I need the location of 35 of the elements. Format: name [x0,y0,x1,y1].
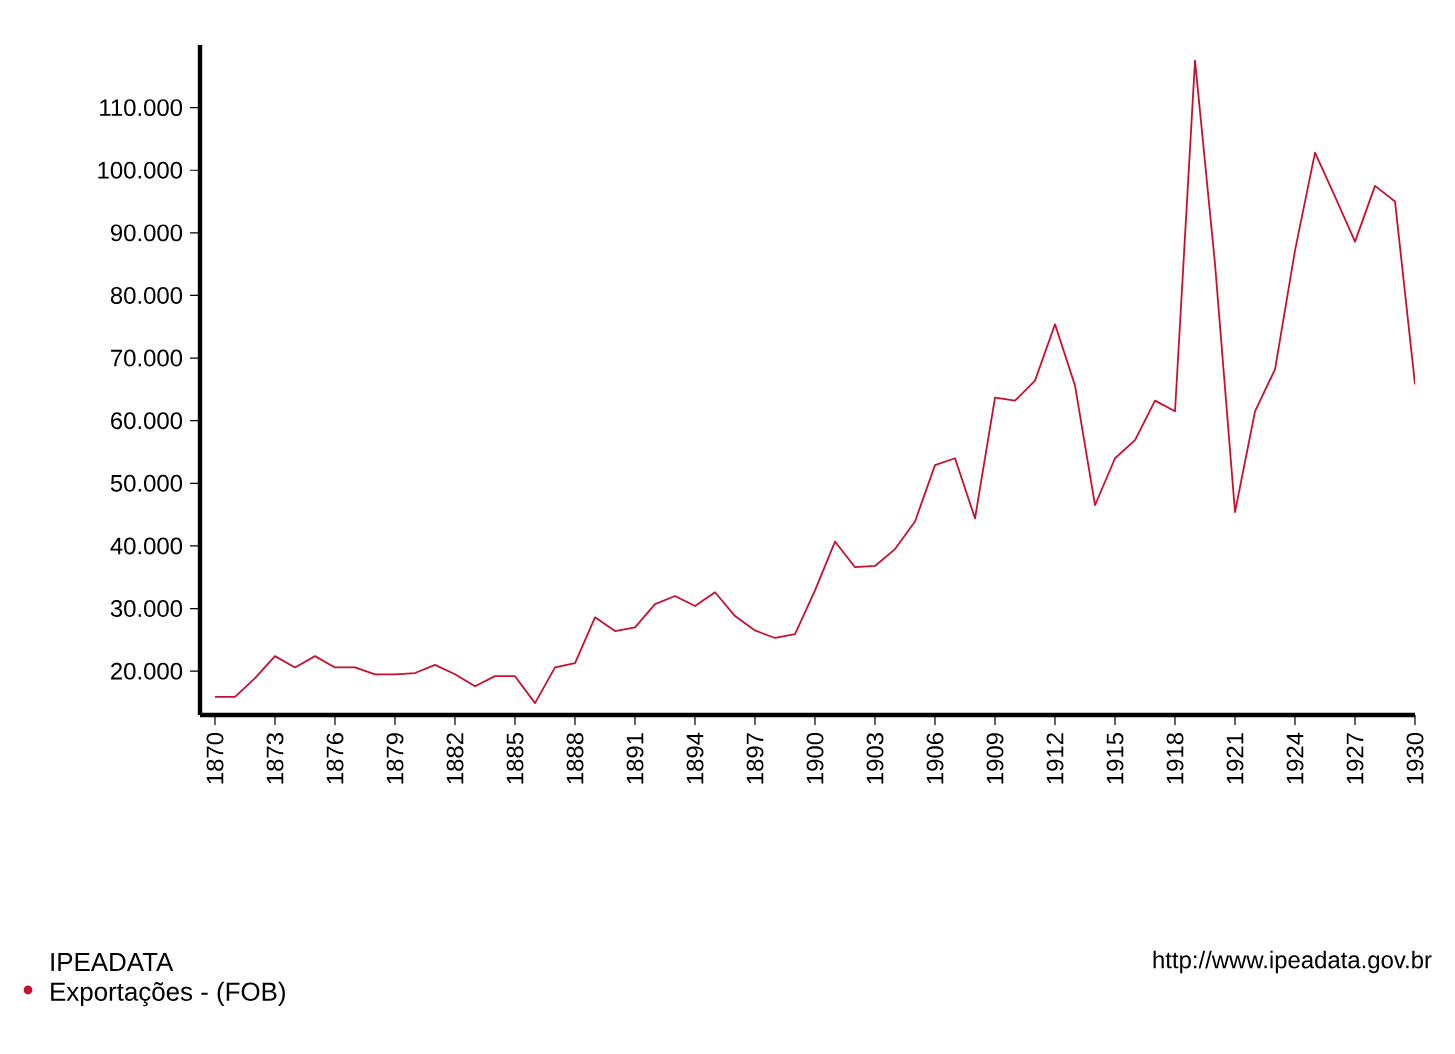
x-tick-label: 1882 [446,733,464,784]
x-tick-label: 1927 [1346,733,1364,784]
y-tick-label: 60.000 [111,412,183,430]
text: http://www.ipeadata.gov.br [1153,950,1432,974]
x-tick-label: 1924 [1286,732,1304,784]
x-tick-label: 1906 [926,733,944,784]
x-tick-label: 1912 [1046,733,1064,784]
y-tick-label: 100.000 [98,161,183,179]
x-tick-label: 1921 [1226,733,1244,784]
x-tick-label: 1870 [206,732,224,784]
y-tick-label: 50.000 [110,474,183,492]
y-tick-label: 70.000 [111,349,183,367]
x-tick-label: 1909 [986,733,1004,784]
x-tick-label: 1903 [866,733,884,784]
x-tick-label: 1885 [506,733,524,784]
y-tick-label: 30.000 [110,600,183,617]
y-tick-label: 20.000 [111,662,183,680]
x-tick-label: 1876 [326,733,344,784]
x-tick-label: 1930 [1406,732,1424,784]
line-series [214,59,1416,704]
y-tick-label: 40.000 [110,537,183,555]
x-tick-label: 1897 [746,733,764,784]
x-tick-label: 1888 [566,733,584,784]
x-tick-label: 1879 [386,733,404,784]
legend-title: IPEADATA [51,953,174,971]
y-tick-label: 90.000 [110,224,183,242]
x-tick-label: 1900 [806,732,824,784]
legend-label: Exportações - (FOB) [51,981,285,1007]
x-tick-label: 1891 [626,733,644,784]
x-tick-label: 1918 [1166,733,1184,784]
x-tick-label: 1915 [1106,733,1124,784]
x-tick-label: 1894 [686,732,704,784]
x-tick-label: 1873 [266,733,284,784]
y-tick-label: 110.000 [100,99,183,117]
y-tick-label: 80.000 [110,287,183,304]
